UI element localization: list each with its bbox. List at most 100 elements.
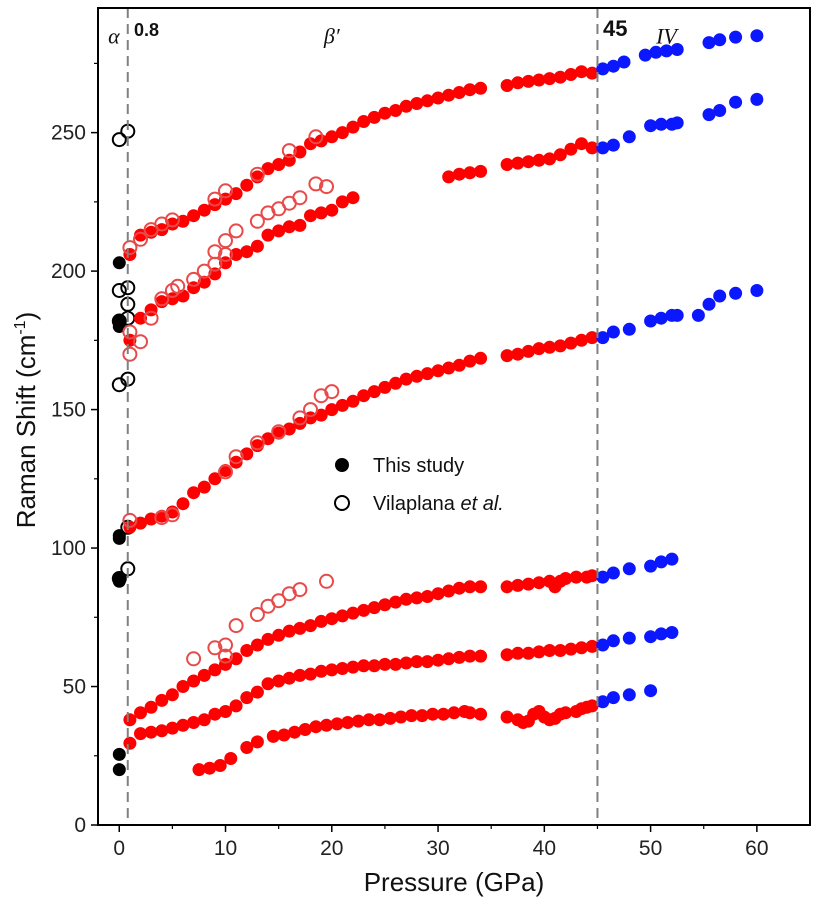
- data-point: [282, 624, 296, 638]
- data-point: [500, 580, 514, 594]
- data-point: [250, 735, 264, 749]
- data-point: [292, 190, 308, 206]
- data-point: [596, 638, 610, 652]
- data-point: [622, 688, 636, 702]
- boundary-label-low: 0.8: [134, 20, 159, 40]
- data-point: [606, 691, 620, 705]
- data-point: [431, 91, 445, 105]
- y-tick-label: 100: [51, 537, 86, 560]
- data-point: [564, 336, 578, 350]
- data-point: [165, 217, 179, 231]
- data-point: [474, 649, 488, 663]
- data-point: [452, 86, 466, 99]
- data-point: [351, 714, 365, 728]
- data-point: [314, 408, 328, 422]
- data-point: [197, 203, 211, 217]
- data-point: [324, 384, 340, 400]
- data-point: [357, 659, 371, 673]
- data-point: [228, 449, 244, 465]
- data-point: [325, 130, 339, 144]
- data-point: [670, 308, 684, 322]
- data-point: [373, 713, 387, 727]
- data-point: [654, 117, 668, 131]
- data-point: [713, 33, 727, 47]
- data-point: [729, 30, 743, 44]
- data-point: [240, 691, 254, 705]
- data-point: [511, 646, 525, 660]
- data-point: [261, 228, 275, 242]
- data-point: [111, 571, 127, 586]
- data-point: [463, 83, 477, 97]
- data-point: [622, 130, 636, 144]
- data-point: [420, 590, 434, 603]
- data-point: [511, 347, 525, 361]
- data-point: [410, 655, 424, 669]
- data-point: [447, 706, 461, 720]
- data-point: [654, 627, 668, 641]
- data-point: [367, 110, 381, 124]
- data-point: [389, 376, 403, 390]
- data-point: [575, 65, 588, 79]
- data-point: [660, 44, 673, 58]
- data-point: [187, 486, 201, 500]
- data-point: [389, 595, 403, 609]
- series-4: [123, 569, 599, 727]
- data-point: [134, 228, 147, 242]
- data-point: [564, 142, 578, 156]
- data-point: [638, 48, 652, 62]
- data-point: [282, 671, 296, 685]
- data-point: [670, 43, 684, 56]
- axis-ticks: 0 10 20 30 40 50 60 0 50 100 150 200 250: [51, 62, 769, 860]
- phase-label-alpha: α: [108, 24, 120, 49]
- data-point: [271, 593, 287, 609]
- data-point: [521, 74, 535, 88]
- legend-marker-filled: [335, 458, 349, 472]
- data-point: [399, 592, 413, 606]
- data-point: [112, 747, 126, 761]
- data-point: [474, 81, 488, 95]
- data-point: [314, 206, 328, 220]
- data-point: [187, 674, 201, 688]
- data-point: [442, 170, 456, 184]
- data-point: [500, 79, 514, 92]
- data-point: [208, 472, 222, 486]
- data-point: [511, 578, 525, 592]
- data-point: [197, 713, 211, 727]
- data-point: [293, 218, 307, 232]
- series-8: [122, 129, 340, 667]
- data-point: [292, 410, 308, 426]
- data-point: [702, 297, 716, 311]
- data-point: [452, 358, 466, 372]
- legend-label-this-study: This study: [373, 455, 464, 477]
- x-axis-title: Pressure (GPa): [364, 867, 545, 897]
- data-point: [644, 559, 658, 573]
- data-point: [330, 717, 344, 731]
- data-point: [271, 424, 287, 440]
- data-point: [272, 674, 286, 688]
- data-point: [298, 723, 312, 736]
- data-point: [208, 707, 222, 721]
- data-point: [553, 644, 567, 657]
- data-point: [176, 718, 190, 732]
- data-point: [335, 662, 349, 675]
- data-point: [208, 663, 222, 677]
- data-point: [346, 606, 360, 620]
- data-point: [293, 668, 307, 682]
- data-point: [606, 566, 620, 580]
- data-point: [606, 325, 620, 339]
- data-point: [649, 45, 663, 59]
- series-layer: [111, 29, 764, 777]
- data-point: [585, 331, 599, 345]
- data-point: [134, 706, 147, 720]
- data-point: [532, 153, 546, 167]
- data-point: [176, 680, 190, 693]
- data-point: [543, 644, 557, 657]
- x-tick-label: 60: [745, 837, 768, 860]
- data-point: [325, 403, 339, 417]
- data-point: [575, 137, 588, 151]
- data-point: [133, 231, 148, 247]
- data-point: [144, 700, 158, 714]
- data-point: [644, 119, 658, 133]
- series-6: [123, 137, 599, 347]
- data-point: [750, 92, 764, 106]
